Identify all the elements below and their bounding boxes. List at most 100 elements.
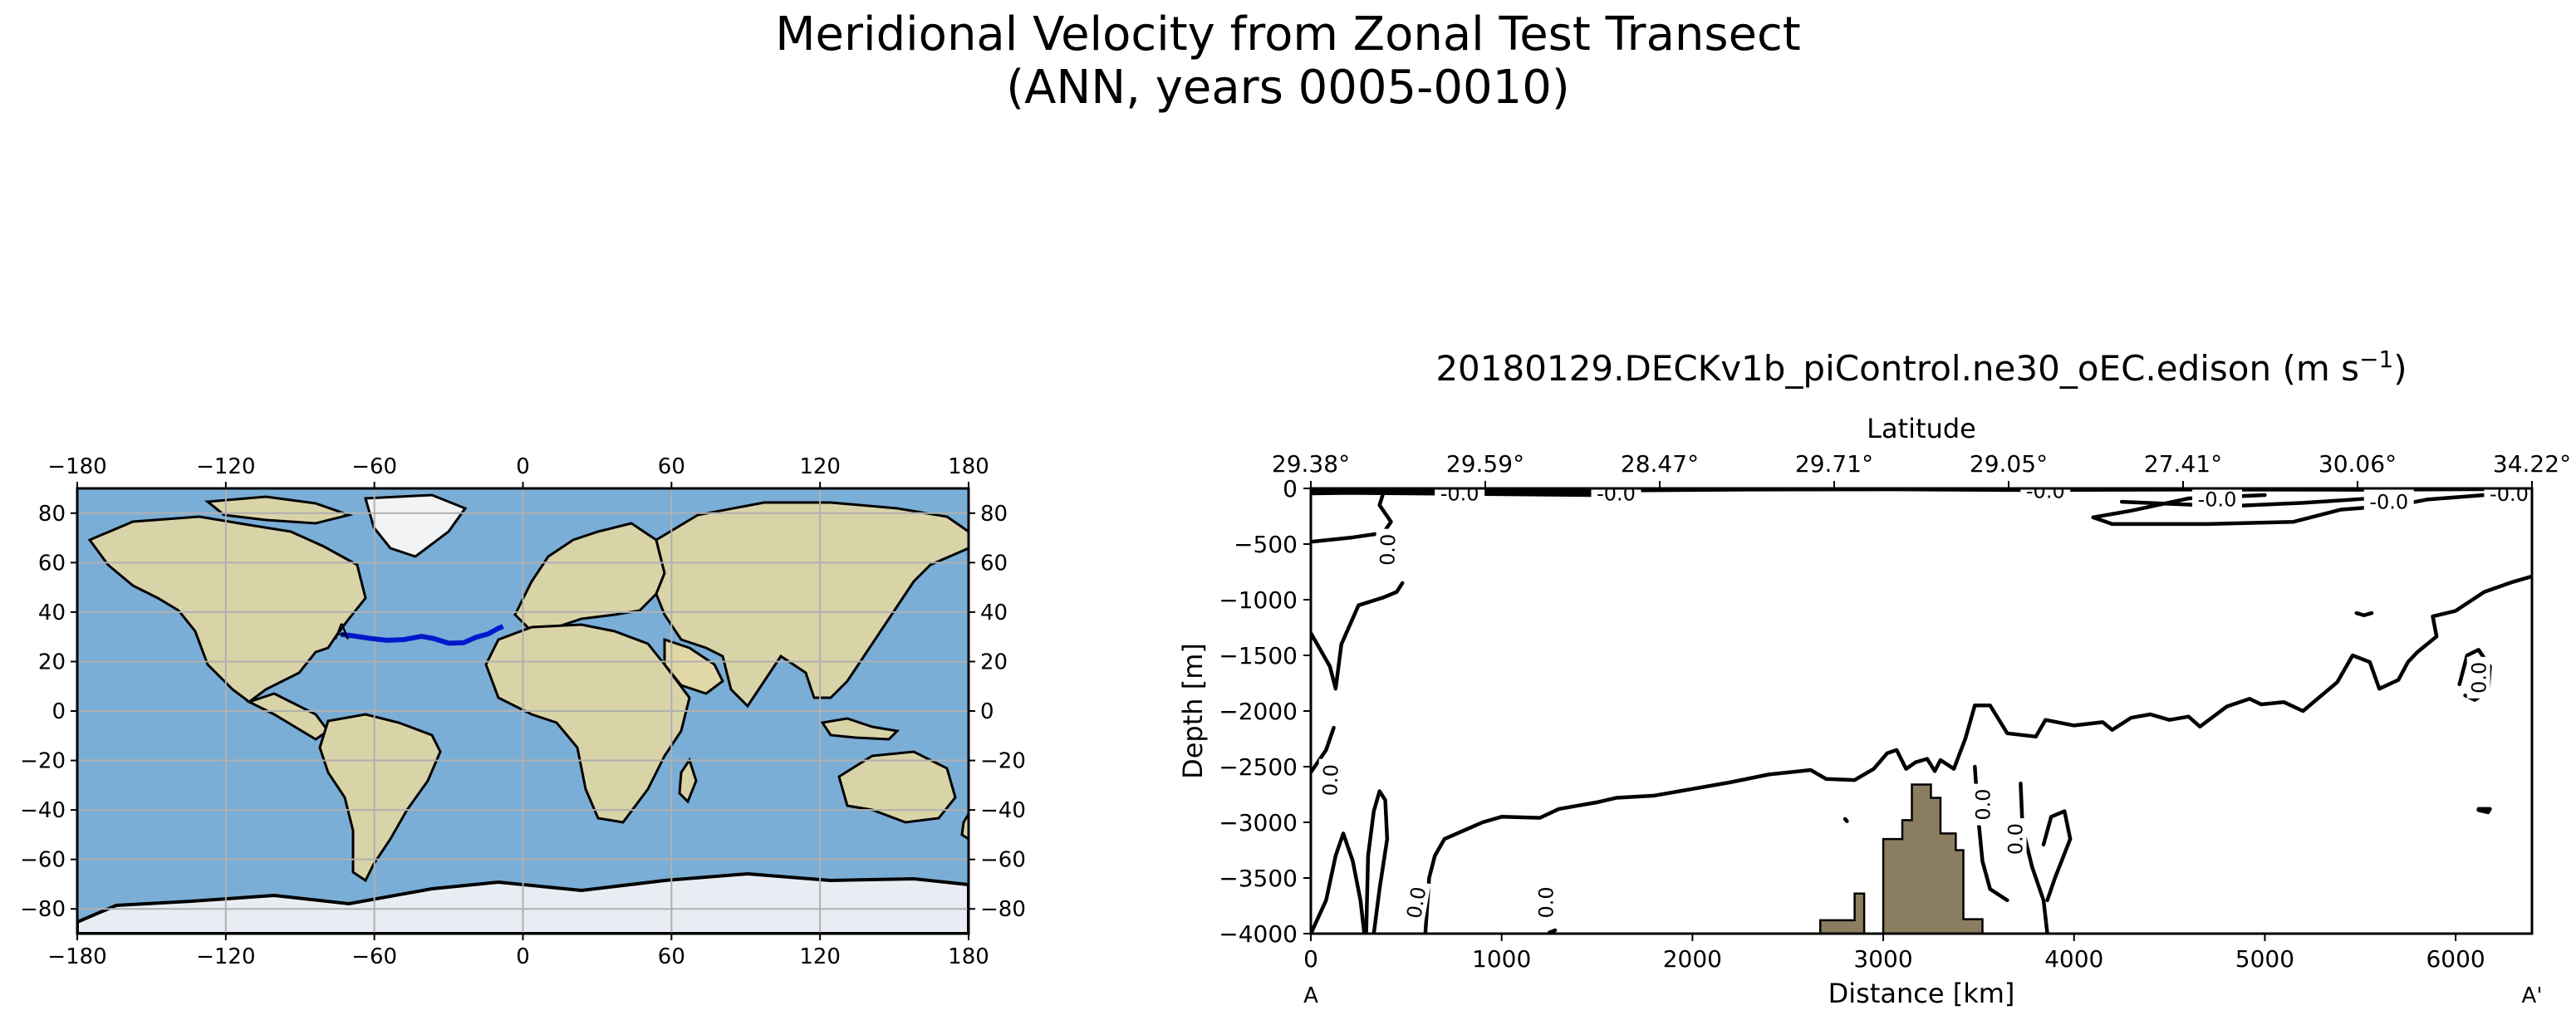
contour-label-text: -0.0 xyxy=(2198,488,2237,512)
map-lon-tick-label-top: 0 xyxy=(516,454,530,479)
contour-label-background xyxy=(2192,488,2243,511)
contour-label-background xyxy=(1375,528,1400,571)
contour-label-text: 0.0 xyxy=(2004,823,2028,855)
map-lon-tick-label-bottom: 120 xyxy=(799,944,841,969)
contour-line xyxy=(1547,928,1558,934)
map-lat-tick-label-right: −60 xyxy=(980,848,1026,873)
contour-label-background xyxy=(1401,880,1431,925)
top-tick-label: 29.38° xyxy=(1272,450,1350,478)
map-content: A xyxy=(77,488,969,934)
transect-label: A xyxy=(334,620,349,645)
x-tick-label: 3000 xyxy=(1853,945,1912,973)
top-tick-label: 27.41° xyxy=(2144,450,2222,478)
map-ticks: −180 −180 −120 −120 −60 −60 0 0 60 60 120 120 180 180… xyxy=(20,454,1026,969)
map-lon-tick-label-top: 60 xyxy=(658,454,685,479)
map-lon-tick-label-top: −120 xyxy=(196,454,255,479)
contour-label-text: 0.0 xyxy=(1535,886,1558,918)
contour-line xyxy=(1364,789,1390,934)
y-tick-label: −2500 xyxy=(1219,753,1298,781)
x-tick-label: 1000 xyxy=(1472,945,1531,973)
contour-line xyxy=(2476,807,2492,815)
top-tick-label: 29.59° xyxy=(1446,450,1524,478)
x-tick-label: 4000 xyxy=(2044,945,2103,973)
map-lat-tick-label-right: 0 xyxy=(980,699,994,724)
land-arctic-islands xyxy=(204,495,354,525)
contour-label-text: -0.0 xyxy=(1597,482,1636,505)
contour-labels: 0.0 0.0 0.0 0.0 0.0 0.0 0.0 -0.0 -0.0 -0.0 -0.0 -0.… xyxy=(1317,482,2532,925)
contour-label-text: 0.0 xyxy=(1402,885,1430,920)
land-indonesia xyxy=(820,717,900,741)
map-panel: A −180 −180 −120 −120 −60 −60 0 0 60 60 120 120 180 1… xyxy=(20,454,1026,969)
x-tick-label: 5000 xyxy=(2235,945,2294,973)
map-lat-tick-label-left: −60 xyxy=(20,848,66,873)
contour-line xyxy=(2041,809,2073,903)
x-axis-label: Distance [km] xyxy=(1828,978,2015,1009)
contour-label-background xyxy=(1435,488,1485,505)
map-lon-tick-label-top: −180 xyxy=(47,454,106,479)
contour-label-text: -0.0 xyxy=(1440,482,1479,505)
map-lat-tick-label-right: −40 xyxy=(980,798,1026,823)
land-australia xyxy=(837,750,957,824)
contour-line xyxy=(2091,493,2532,527)
contour-label: -0.0 xyxy=(2363,489,2414,513)
contour-label-text: -0.0 xyxy=(2369,490,2408,513)
contour-label-text: 0.0 xyxy=(1318,764,1342,797)
contour-label: 0.0 xyxy=(2466,656,2491,699)
map-lon-tick-label-top: 180 xyxy=(948,454,989,479)
y-axis-label: Depth [m] xyxy=(1177,643,1209,779)
contour-label: -0.0 xyxy=(1435,482,1485,505)
contour-label: -0.0 xyxy=(2484,483,2532,506)
y-tick-label: −3500 xyxy=(1219,865,1298,892)
land-south-america xyxy=(318,713,442,883)
map-lat-tick-label-right: 20 xyxy=(980,650,1008,674)
contour-line xyxy=(1311,831,1367,934)
contour-label-text: 0.0 xyxy=(2468,662,2491,694)
map-lat-tick-label-right: 60 xyxy=(980,551,1008,576)
land-madagascar xyxy=(678,757,698,804)
bathymetry-seafloor xyxy=(1819,783,1984,934)
map-lat-tick-label-left: 60 xyxy=(38,551,66,576)
contour-label: 0.0 xyxy=(1970,783,1995,826)
contour-label-background xyxy=(1317,758,1342,802)
top-tick-label: 29.71° xyxy=(1795,450,1873,478)
map-lat-tick-label-right: −20 xyxy=(980,749,1026,774)
contour-label-text: -0.0 xyxy=(2490,483,2529,506)
contour-line xyxy=(2119,496,2372,508)
contour-label: -0.0 xyxy=(1591,482,1641,505)
contour-label: 0.0 xyxy=(1533,881,1558,924)
top-axis-label: Latitude xyxy=(1867,413,1976,444)
y-tick-label: −500 xyxy=(1234,531,1298,558)
endpoint-left-label: A xyxy=(1303,983,1318,1008)
map-lat-tick-label-left: −40 xyxy=(20,798,66,823)
map-lon-tick-label-bottom: 180 xyxy=(948,944,989,969)
contour-line xyxy=(2354,611,2374,618)
y-tick-label: −1500 xyxy=(1219,642,1298,669)
map-lon-tick-label-bottom: 60 xyxy=(658,944,685,969)
contour-label-background xyxy=(2484,488,2532,506)
map-lon-tick-label-top: −60 xyxy=(351,454,397,479)
contour-line xyxy=(1311,725,1336,774)
top-tick-label: 30.06° xyxy=(2318,450,2397,478)
x-tick-label: 2000 xyxy=(1663,945,1722,973)
contour-label-background xyxy=(2363,489,2414,513)
transect-line[interactable] xyxy=(341,624,504,646)
contour-label-background xyxy=(2466,656,2490,699)
top-tick-label: 34.22° xyxy=(2493,450,2571,478)
map-lat-tick-label-right: 40 xyxy=(980,601,1008,625)
section-title: 20180129.DECKv1b_piControl.ne30_oEC.edis… xyxy=(1435,346,2407,389)
map-lat-tick-label-left: 0 xyxy=(52,699,66,724)
contour-label-background xyxy=(2003,818,2027,861)
x-tick-label: 0 xyxy=(1303,945,1318,973)
contour-label: 0.0 xyxy=(1317,758,1343,802)
land-arabia xyxy=(663,637,724,695)
contour-line xyxy=(1423,574,2532,934)
contour-line xyxy=(1842,817,1849,823)
y-tick-label: −4000 xyxy=(1219,920,1298,948)
map-lat-tick-label-left: −20 xyxy=(20,749,66,774)
contour-line xyxy=(1311,581,1405,691)
y-tick-label: −3000 xyxy=(1219,809,1298,836)
contour-line xyxy=(2019,781,2049,934)
y-tick-label: 0 xyxy=(1283,475,1298,503)
map-lon-tick-label-bottom: −120 xyxy=(196,944,255,969)
